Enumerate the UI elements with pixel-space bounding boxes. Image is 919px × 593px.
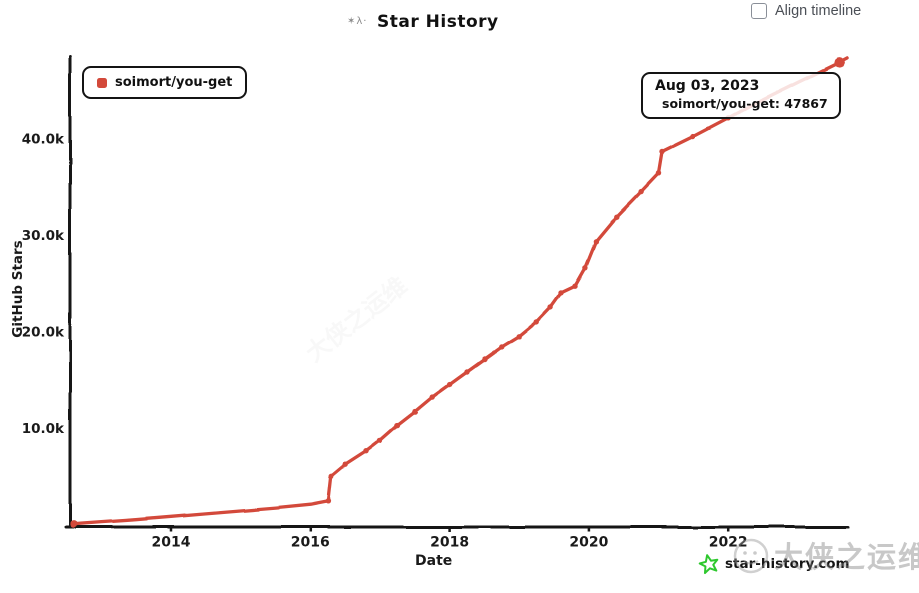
page-title: Star History xyxy=(377,12,499,32)
y-tick-label: 20.0k xyxy=(22,325,65,341)
data-point[interactable] xyxy=(833,57,844,68)
y-tick-label: 10.0k xyxy=(22,421,65,437)
legend-box[interactable]: soimort/you-get xyxy=(82,66,248,99)
axes-group xyxy=(64,55,850,532)
align-timeline-label[interactable]: Align timeline xyxy=(775,3,862,19)
data-point[interactable] xyxy=(377,437,383,444)
legend-series-label[interactable]: soimort/you-get xyxy=(115,75,233,90)
legend-series-marker xyxy=(97,77,107,88)
data-point[interactable] xyxy=(534,319,540,325)
data-point[interactable] xyxy=(516,333,522,339)
data-point[interactable] xyxy=(572,283,578,289)
brand-star-icon xyxy=(698,554,719,575)
data-point[interactable] xyxy=(429,394,435,400)
x-tick-label: 2014 xyxy=(152,535,191,551)
x-tick-label: 2020 xyxy=(569,535,608,551)
data-point[interactable] xyxy=(328,473,334,479)
data-point[interactable] xyxy=(593,239,599,245)
data-point[interactable] xyxy=(342,462,348,468)
x-tick-label: 2018 xyxy=(430,535,469,551)
y-tick-label: 30.0k xyxy=(22,228,65,244)
tooltip-entry: soimort/you-get: 47867 xyxy=(662,96,828,111)
align-timeline-checkbox[interactable] xyxy=(751,3,767,19)
data-point[interactable] xyxy=(614,214,620,220)
data-point[interactable] xyxy=(582,265,589,271)
data-point[interactable] xyxy=(690,133,697,140)
data-point[interactable] xyxy=(655,170,662,176)
star-history-logo-icon: ✶λ· xyxy=(347,16,368,27)
chart-tooltip: Aug 03, 2023 soimort/you-get: 47867 xyxy=(641,72,841,119)
x-tick-label: 2022 xyxy=(709,535,748,551)
data-point[interactable] xyxy=(558,290,564,296)
axis-lines xyxy=(64,55,850,529)
data-point[interactable] xyxy=(659,149,665,155)
data-point[interactable] xyxy=(481,356,488,363)
series-group[interactable] xyxy=(69,56,849,528)
data-point[interactable] xyxy=(446,381,453,388)
data-point[interactable] xyxy=(499,344,505,350)
data-point[interactable] xyxy=(394,422,401,428)
data-point[interactable] xyxy=(325,498,332,504)
data-point[interactable] xyxy=(547,304,554,311)
brand-label[interactable]: star-history.com xyxy=(725,556,850,572)
data-point[interactable] xyxy=(363,448,369,454)
x-axis-title: Date xyxy=(415,553,453,569)
align-timeline-control[interactable]: Align timeline xyxy=(751,3,861,19)
series-line[interactable] xyxy=(71,56,849,526)
data-point[interactable] xyxy=(464,369,470,375)
y-axis-title: GitHub Stars xyxy=(10,240,26,338)
y-tick-label: 40.0k xyxy=(22,132,65,148)
star-history-brand[interactable]: star-history.com xyxy=(698,553,850,575)
data-point[interactable] xyxy=(412,408,418,415)
data-point[interactable] xyxy=(69,520,78,528)
x-tick-label: 2016 xyxy=(291,535,330,551)
data-point[interactable] xyxy=(638,188,644,195)
tooltip-date: Aug 03, 2023 xyxy=(655,78,760,94)
